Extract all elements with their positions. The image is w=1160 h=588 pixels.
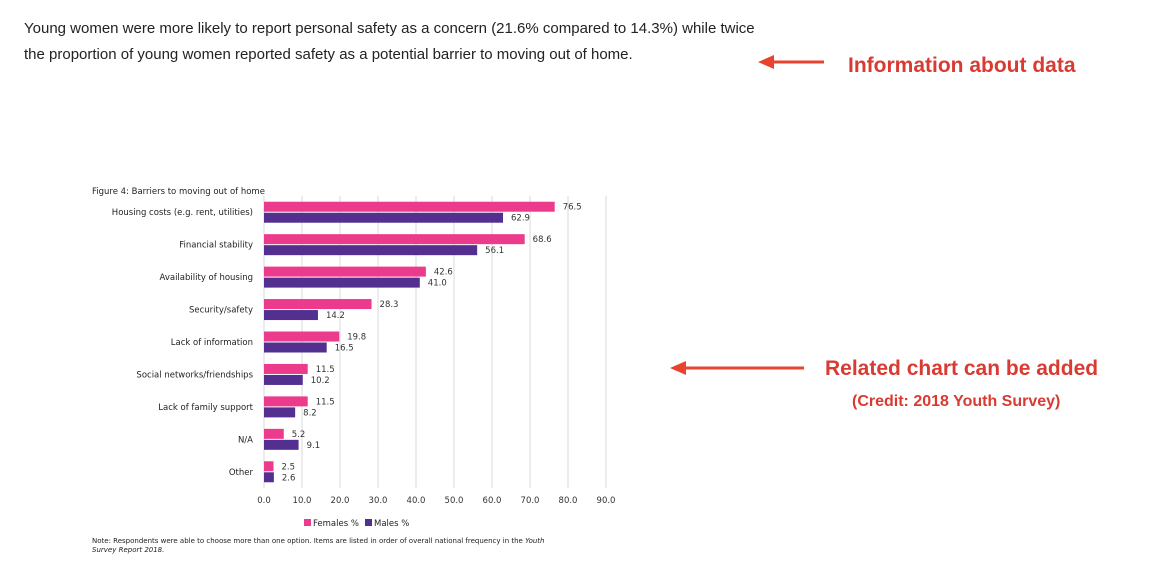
x-tick-label: 60.0: [483, 496, 502, 506]
bar-males: [264, 374, 303, 385]
value-label: 10.2: [311, 376, 330, 386]
category-label: Housing costs (e.g. rent, utilities): [112, 208, 253, 218]
value-label: 28.3: [380, 300, 399, 310]
arrow-left-icon: [758, 55, 824, 69]
info-annotation: Information about data: [848, 54, 1076, 77]
value-label: 76.5: [563, 203, 582, 213]
legend: Females % Males %: [304, 519, 409, 529]
category-label: Financial stability: [179, 241, 253, 251]
category-label: Other: [229, 468, 254, 478]
bar-males: [264, 439, 299, 450]
category-label: Lack of family support: [158, 403, 253, 413]
bar-females: [264, 331, 340, 342]
category-label: Availability of housing: [160, 273, 253, 283]
value-label: 11.5: [316, 365, 335, 375]
chart-note-italic-1: Youth: [525, 537, 544, 545]
bar-females: [264, 201, 555, 212]
value-label: 14.2: [326, 311, 345, 321]
category-label: Security/safety: [189, 306, 253, 316]
value-label: 41.0: [428, 279, 447, 289]
value-label: 9.1: [307, 441, 321, 451]
value-label: 5.2: [292, 430, 306, 440]
category-label: Social networks/friendships: [136, 370, 253, 380]
legend-swatch-females: [304, 519, 311, 526]
legend-label-females: Females %: [313, 519, 359, 529]
value-label: 8.2: [303, 408, 317, 418]
bar-females: [264, 299, 372, 310]
bar-females: [264, 363, 308, 374]
bar-females: [264, 396, 308, 407]
x-tick-label: 90.0: [597, 496, 616, 506]
category-label: N/A: [238, 435, 253, 445]
legend-swatch-males: [365, 519, 372, 526]
x-tick-label: 10.0: [293, 496, 312, 506]
bar-males: [264, 472, 274, 483]
value-label: 56.1: [485, 246, 504, 256]
bar-males: [264, 277, 420, 288]
value-label: 16.5: [335, 344, 354, 354]
value-label: 19.8: [347, 333, 366, 343]
value-label: 2.5: [282, 462, 296, 472]
credit-annotation: (Credit: 2018 Youth Survey): [852, 393, 1061, 410]
legend-label-males: Males %: [374, 519, 409, 529]
x-tick-label: 0.0: [257, 496, 271, 506]
value-label: 68.6: [533, 235, 552, 245]
bar-males: [264, 342, 327, 353]
chart-annotation: Related chart can be added: [825, 357, 1099, 380]
chart-note-italic: Survey Report 2018.: [92, 546, 164, 554]
value-label: 11.5: [316, 397, 335, 407]
bar-females: [264, 428, 284, 439]
bar-males: [264, 212, 504, 223]
bar-males: [264, 310, 318, 321]
value-label: 2.6: [282, 473, 296, 483]
chart-title: Figure 4: Barriers to moving out of home: [92, 187, 265, 197]
x-tick-label: 80.0: [559, 496, 578, 506]
value-label: 62.9: [511, 214, 530, 224]
arrow-left-icon: [670, 361, 804, 375]
x-tick-label: 30.0: [369, 496, 388, 506]
x-tick-label: 70.0: [521, 496, 540, 506]
chart-note: Note: Respondents were able to choose mo…: [92, 537, 545, 545]
bar-females: [264, 234, 525, 245]
bar-males: [264, 245, 478, 256]
x-tick-label: 50.0: [445, 496, 464, 506]
category-label: Lack of information: [171, 338, 253, 348]
intro-paragraph: Young women were more likely to report p…: [24, 20, 755, 63]
value-label: 42.6: [434, 268, 453, 278]
x-tick-label: 40.0: [407, 496, 426, 506]
bar-males: [264, 407, 296, 418]
bar-females: [264, 461, 274, 472]
bar-females: [264, 266, 426, 277]
x-tick-label: 20.0: [331, 496, 350, 506]
